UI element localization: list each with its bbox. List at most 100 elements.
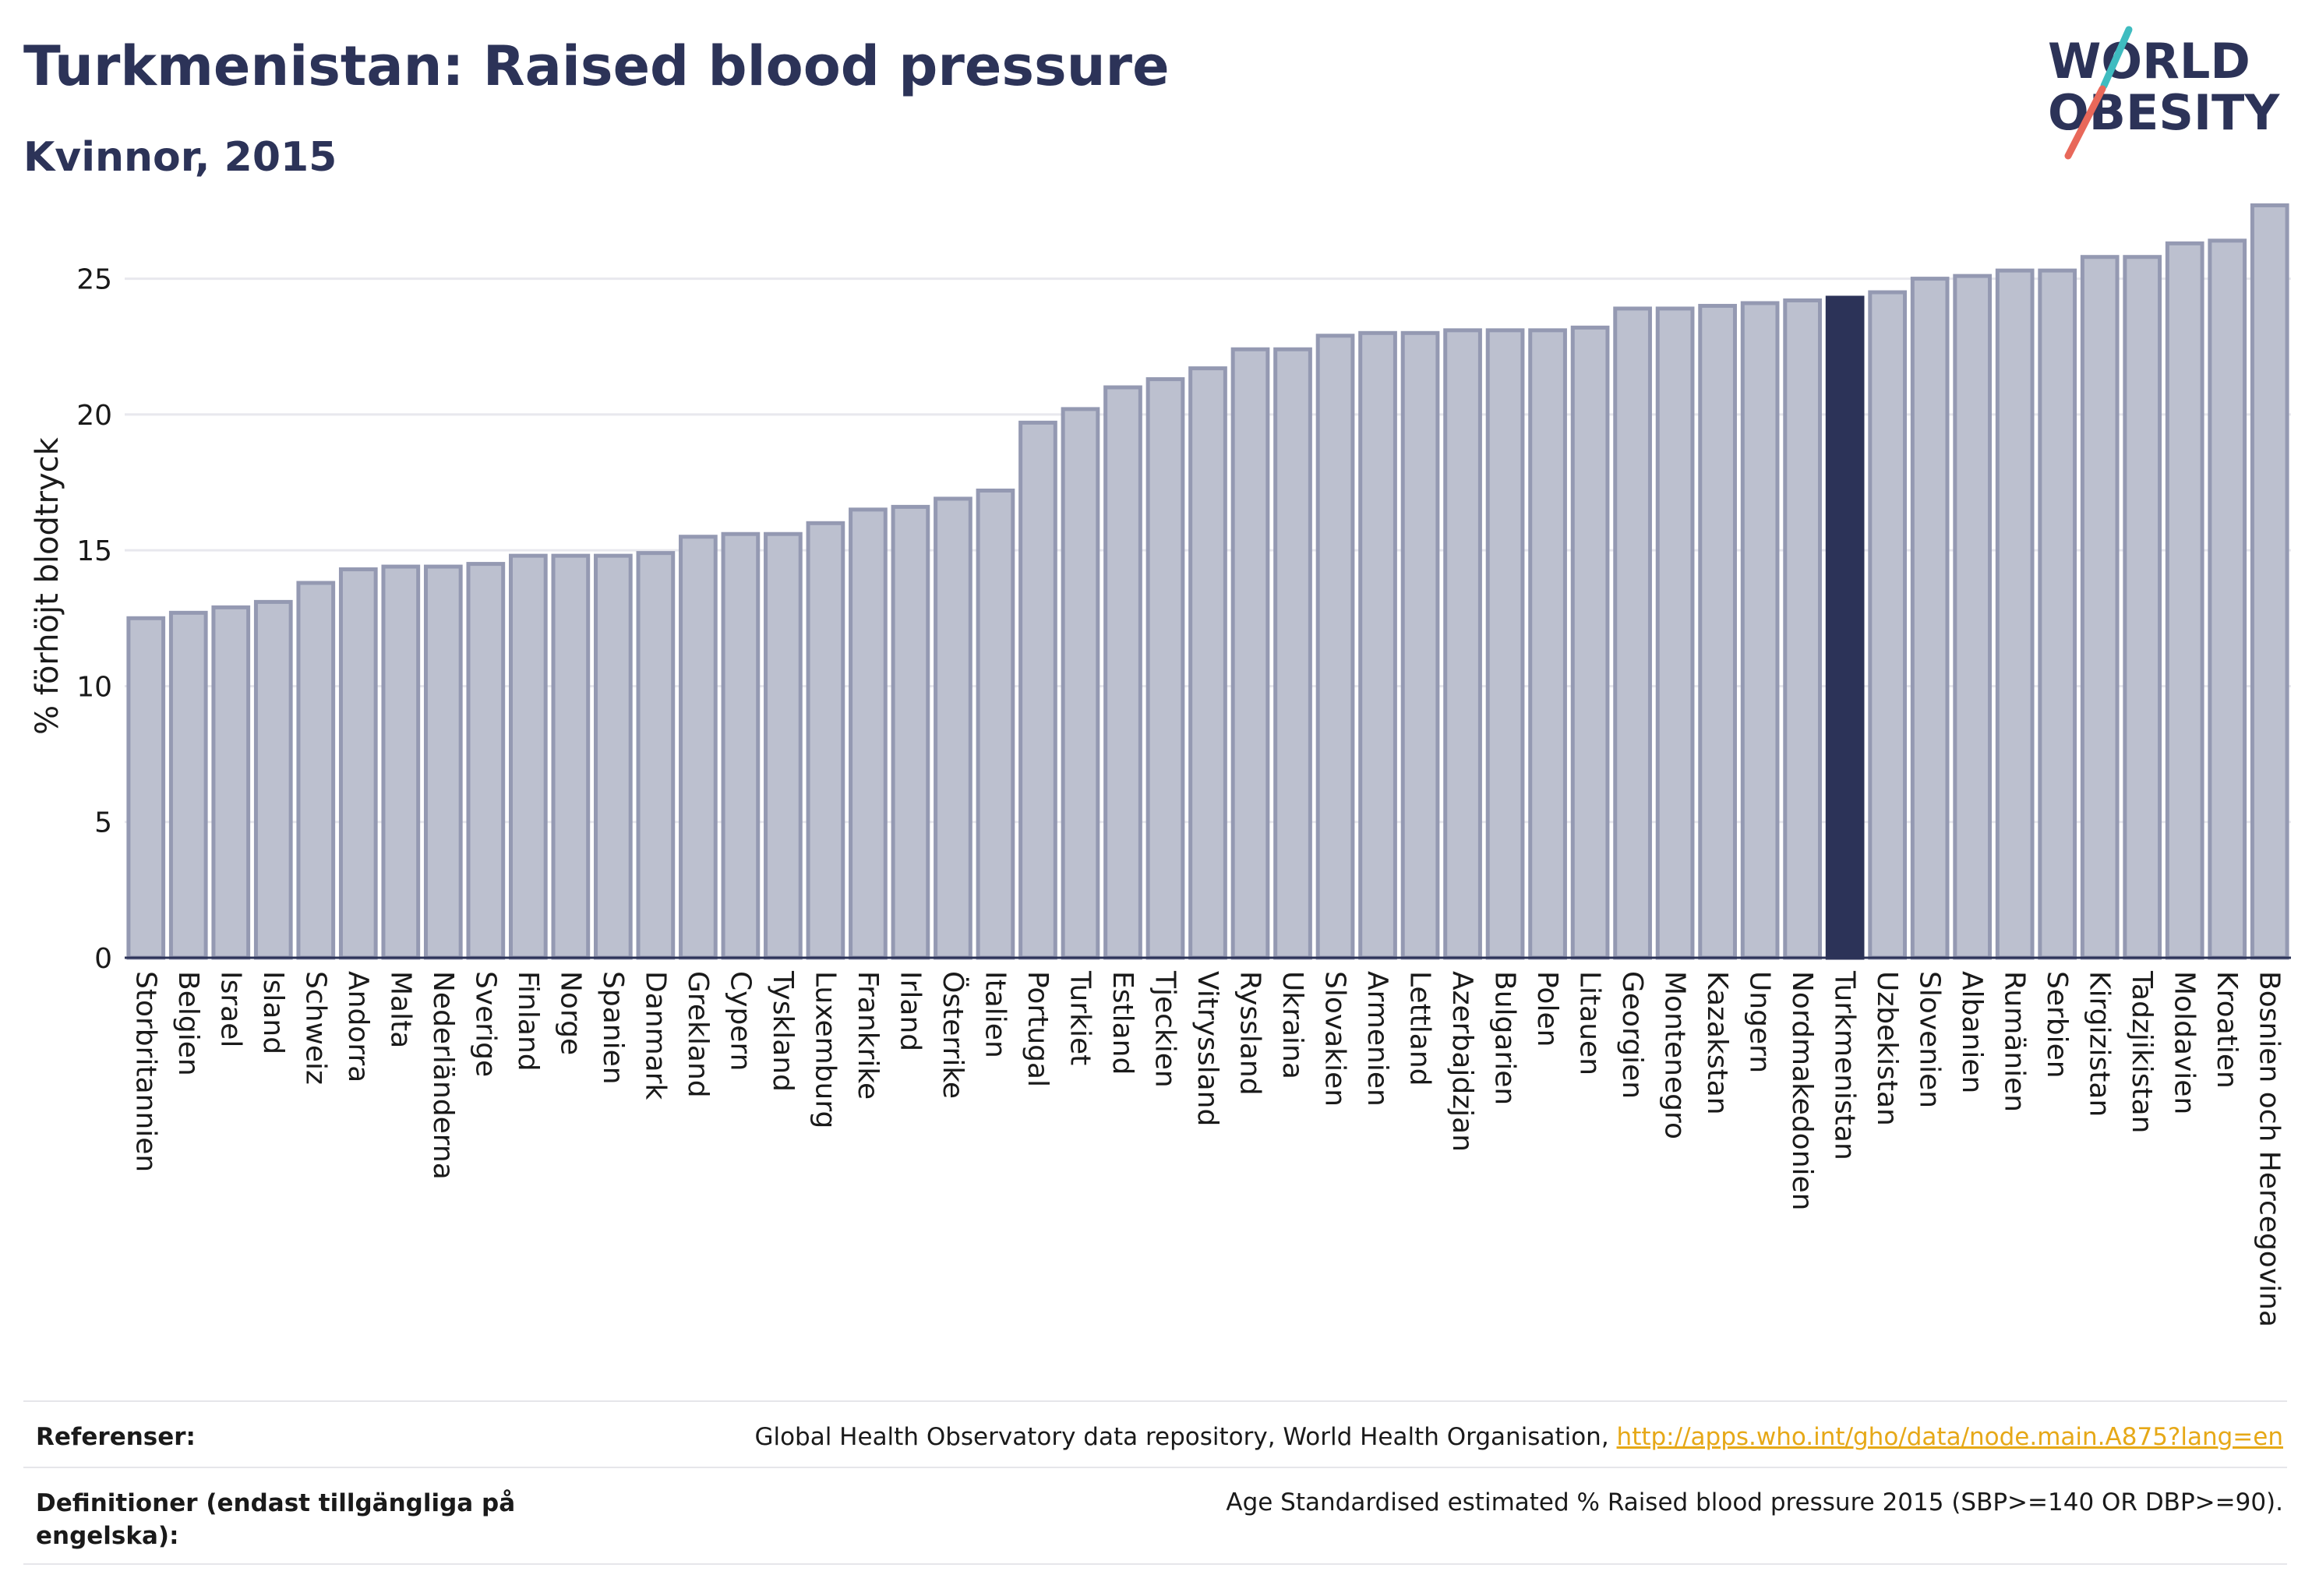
bar	[296, 581, 336, 960]
definitions-label-line1: Definitioner (endast tillgängliga på	[36, 1489, 516, 1517]
bar	[1400, 330, 1440, 960]
bar	[551, 553, 591, 960]
x-tick-label: Andorra	[342, 971, 374, 1082]
bar	[934, 496, 972, 960]
logo-line1: WORLD	[2048, 33, 2250, 90]
bar	[806, 521, 845, 960]
bar	[1740, 301, 1780, 960]
bar	[1570, 325, 1610, 960]
y-tick-label: 25	[76, 264, 112, 296]
x-tick-label: Sverige	[469, 971, 501, 1077]
bar	[381, 564, 421, 960]
x-tick-label: Azerbajdzjan	[1446, 971, 1478, 1152]
x-tick-label: Österrike	[937, 971, 969, 1099]
x-tick-label: Ukraina	[1276, 971, 1308, 1079]
footer-divider-bottom	[23, 1563, 2287, 1565]
y-tick-label: 10	[76, 671, 112, 703]
bar	[1995, 268, 2035, 960]
bar	[1103, 385, 1142, 960]
x-tick-label: Norge	[554, 971, 586, 1055]
bar	[1953, 274, 1993, 960]
definitions-label: Definitioner (endast tillgängliga på eng…	[36, 1487, 515, 1552]
bar	[1613, 306, 1652, 960]
bar	[211, 605, 251, 960]
bar-chart: 0 5 10 15 20 25 Storbritannien Belgien Israel Is…	[30, 203, 2291, 1327]
x-tick-label: Cypern	[724, 971, 756, 1071]
bar	[1910, 277, 1950, 960]
y-tick-label: 20	[76, 400, 112, 432]
x-tick-label: Italien	[979, 971, 1011, 1058]
world-obesity-logo: WORLD OBESITY	[2048, 26, 2280, 160]
bar	[1528, 328, 1567, 960]
bar	[721, 531, 761, 960]
references-value: Global Health Observatory data repositor…	[754, 1423, 2283, 1451]
bar	[891, 504, 930, 960]
bar	[2250, 203, 2289, 960]
bar	[338, 567, 378, 960]
x-tick-label: Irland	[894, 971, 926, 1051]
x-tick-label: Rumänien	[1999, 971, 2031, 1112]
x-tick-label: Turkmenistan	[1829, 970, 1861, 1160]
x-tick-label: Serbien	[2041, 971, 2073, 1079]
x-tick-label: Danmark	[639, 971, 671, 1100]
bar	[1358, 330, 1397, 960]
bar	[1230, 347, 1270, 960]
x-tick-label: Vitryssland	[1191, 971, 1223, 1126]
x-tick-label: Turkiet	[1064, 970, 1096, 1065]
bar	[1443, 328, 1482, 960]
bar	[2208, 238, 2247, 960]
x-tick-label: Estland	[1107, 971, 1138, 1075]
bar	[2165, 241, 2204, 960]
x-tick-label: Slovakien	[1319, 971, 1351, 1107]
x-tick-label: Kroatien	[2211, 971, 2243, 1089]
x-tick-label: Kazakstan	[1701, 971, 1733, 1115]
bar	[1655, 306, 1695, 960]
bar	[1188, 366, 1227, 960]
x-tick-label: Uzbekistan	[1871, 971, 1903, 1126]
x-tick-label: Island	[257, 971, 289, 1054]
definitions-value: Age Standardised estimated % Raised bloo…	[1226, 1488, 2283, 1517]
bar	[1273, 347, 1312, 960]
y-tick-label: 15	[76, 535, 112, 567]
bar	[636, 551, 676, 960]
bar	[1315, 334, 1355, 960]
x-tick-labels: Storbritannien Belgien Israel Island Schweiz…	[129, 970, 2285, 1327]
x-tick-label: Slovenien	[1914, 971, 1946, 1108]
bar	[976, 488, 1015, 960]
x-tick-label: Kirgizistan	[2084, 971, 2116, 1117]
bar	[423, 564, 463, 960]
definitions-label-line2: engelska):	[36, 1522, 179, 1550]
x-tick-label: Bosnien och Hercegovina	[2254, 971, 2286, 1327]
x-tick-label: Finland	[512, 971, 544, 1072]
y-tick-labels: 0 5 10 15 20 25	[76, 264, 112, 975]
page-subtitle: Kvinnor, 2015	[23, 134, 337, 181]
bar	[168, 610, 208, 960]
footer-divider-top	[23, 1400, 2287, 1402]
bar	[2123, 255, 2162, 960]
references-link[interactable]: http://apps.who.int/gho/data/node.main.A…	[1616, 1423, 2283, 1451]
x-tick-label: Portugal	[1022, 971, 1054, 1087]
x-tick-label: Albanien	[1956, 971, 1988, 1093]
x-tick-label: Malta	[384, 971, 416, 1048]
x-tick-label: Belgien	[172, 971, 204, 1076]
bar	[679, 535, 718, 960]
y-tick-label: 5	[94, 807, 112, 839]
bar	[508, 553, 548, 960]
bar	[1868, 290, 1908, 960]
x-tick-label: Litauen	[1574, 971, 1606, 1075]
bar	[1698, 303, 1737, 960]
bar-highlight	[1825, 295, 1865, 960]
bar	[2080, 255, 2120, 960]
x-tick-label: Grekland	[682, 971, 714, 1098]
bar	[253, 599, 293, 960]
x-tick-label: Nederländerna	[427, 971, 459, 1180]
bar	[1145, 377, 1185, 960]
logo-slash-red	[2064, 85, 2106, 160]
x-tick-label: Nordmakedonien	[1786, 971, 1818, 1210]
bar	[1061, 407, 1100, 960]
y-tick-label: 0	[94, 943, 112, 975]
footer-divider-middle	[23, 1467, 2287, 1468]
x-tick-label: Armenien	[1361, 971, 1393, 1107]
references-text: Global Health Observatory data repositor…	[754, 1423, 1617, 1451]
bar	[1485, 328, 1525, 960]
